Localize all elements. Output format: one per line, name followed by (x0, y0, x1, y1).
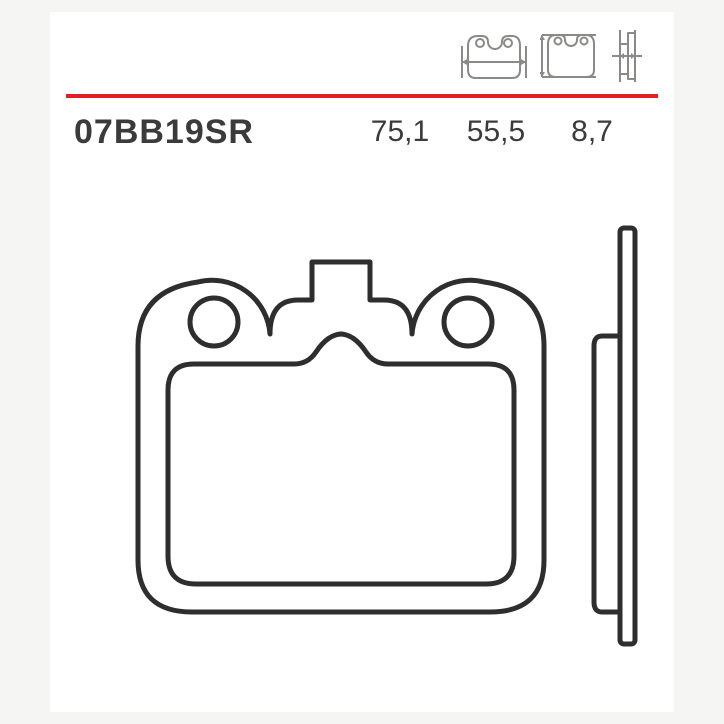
canvas: 07BB19SR 75,1 55,5 8,7 (50, 12, 674, 712)
side-view (594, 228, 635, 644)
height-icon (540, 30, 600, 82)
part-number: 07BB19SR (74, 113, 334, 152)
thickness-icon (610, 30, 644, 82)
dim-height: 55,5 (448, 115, 544, 149)
dimension-values: 75,1 55,5 8,7 (352, 115, 640, 149)
front-view (138, 262, 544, 612)
header-icons-row (50, 30, 674, 90)
dimension-icons (458, 30, 644, 82)
dim-width: 75,1 (352, 115, 448, 149)
divider-rule (66, 94, 658, 98)
brake-pad-drawing (50, 180, 674, 700)
width-icon (458, 30, 530, 82)
dim-thickness: 8,7 (544, 115, 640, 149)
drawing-area (50, 180, 674, 700)
spec-row: 07BB19SR 75,1 55,5 8,7 (50, 112, 674, 152)
